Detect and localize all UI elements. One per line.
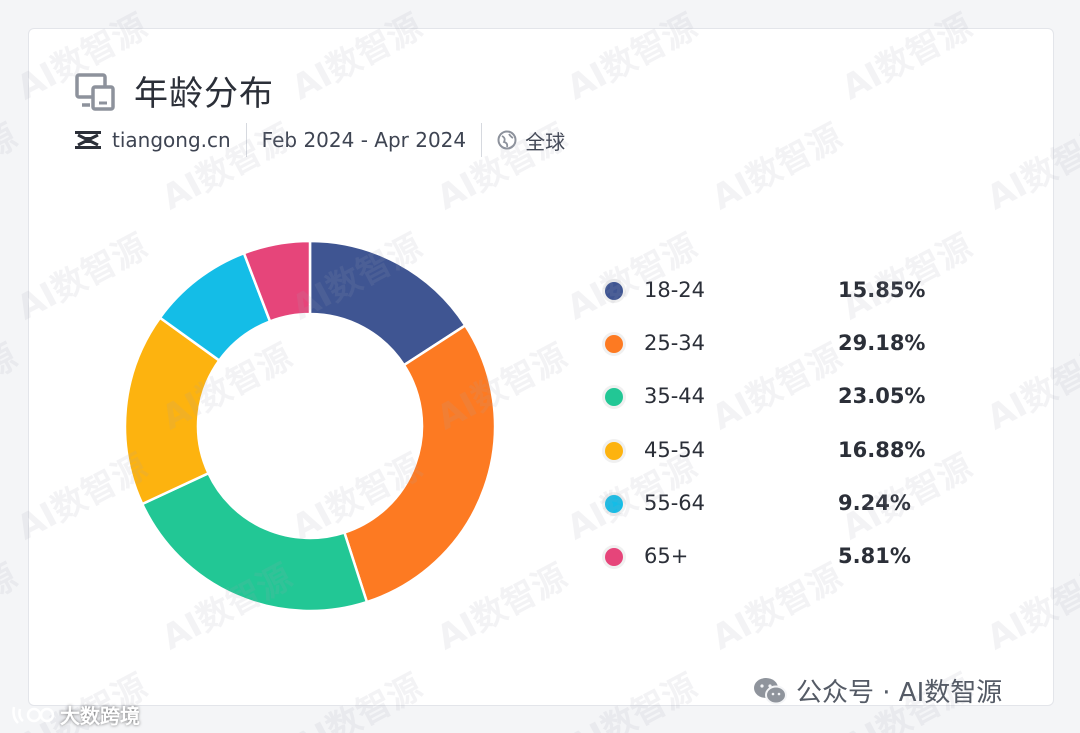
site-logo-icon — [75, 131, 101, 149]
legend-item[interactable]: 35-44 23.05% — [598, 372, 958, 425]
wechat-account-text: 公众号 · AI数智源 — [796, 678, 1003, 708]
donut-slice-35-44[interactable] — [140, 471, 369, 613]
chart-legend: 18-24 15.85% 25-34 29.18% 35-44 23.05% 45-54 16… — [598, 266, 958, 585]
legend-category: 18-24 — [644, 278, 706, 302]
watermark-text: AI数智源 — [0, 556, 24, 659]
legend-category: 25-34 — [644, 331, 706, 356]
legend-category: 35-44 — [644, 384, 706, 409]
legend-category: 55-64 — [644, 490, 706, 515]
wechat-watermark: 公众号 · AI数智源 — [752, 672, 1002, 709]
donut-slice-25-34[interactable] — [342, 323, 497, 604]
legend-dot-icon — [605, 494, 623, 513]
age-donut-chart — [123, 239, 497, 613]
legend-item[interactable]: 25-34 29.18% — [598, 319, 958, 372]
legend-category: 65+ — [644, 543, 689, 568]
legend-value: 5.81% — [838, 543, 911, 568]
date-range[interactable]: Feb 2024 - Apr 2024 — [261, 128, 467, 152]
legend-item[interactable]: 65+ 5.81% — [598, 532, 958, 585]
brand-logo-icon — [12, 706, 54, 724]
page-title: 年龄分布 — [134, 74, 274, 114]
legend-dot-icon — [605, 388, 623, 407]
legend-dot-icon — [605, 335, 623, 354]
globe-icon — [497, 130, 517, 150]
legend-dot-icon — [605, 547, 623, 566]
divider — [245, 123, 247, 157]
legend-value: 9.24% — [838, 490, 911, 515]
legend-value: 23.05% — [838, 384, 926, 409]
watermark-text: AI数智源 — [0, 336, 24, 439]
legend-item[interactable]: 18-24 15.85% — [598, 266, 958, 319]
legend-item[interactable]: 45-54 16.88% — [598, 426, 958, 479]
legend-item[interactable]: 55-64 9.24% — [598, 479, 958, 532]
source-watermark-text: 大数跨境 — [60, 704, 140, 728]
devices-icon — [75, 73, 115, 111]
source-watermark: 大数跨境 — [10, 700, 140, 729]
divider — [481, 123, 483, 157]
legend-value: 29.18% — [838, 331, 926, 356]
wechat-icon — [754, 677, 787, 704]
donut-slice-65+[interactable] — [242, 239, 312, 323]
legend-value: 15.85% — [838, 278, 926, 302]
legend-dot-icon — [605, 441, 623, 460]
meta-bar: tiangong.cn Feb 2024 - Apr 2024 全球 — [74, 123, 566, 157]
legend-value: 16.88% — [838, 437, 926, 462]
region-label[interactable]: 全球 — [525, 129, 566, 154]
legend-dot-icon — [605, 282, 623, 300]
legend-category: 45-54 — [644, 437, 706, 462]
site-name[interactable]: tiangong.cn — [112, 128, 231, 152]
watermark-text: AI数智源 — [0, 116, 24, 219]
